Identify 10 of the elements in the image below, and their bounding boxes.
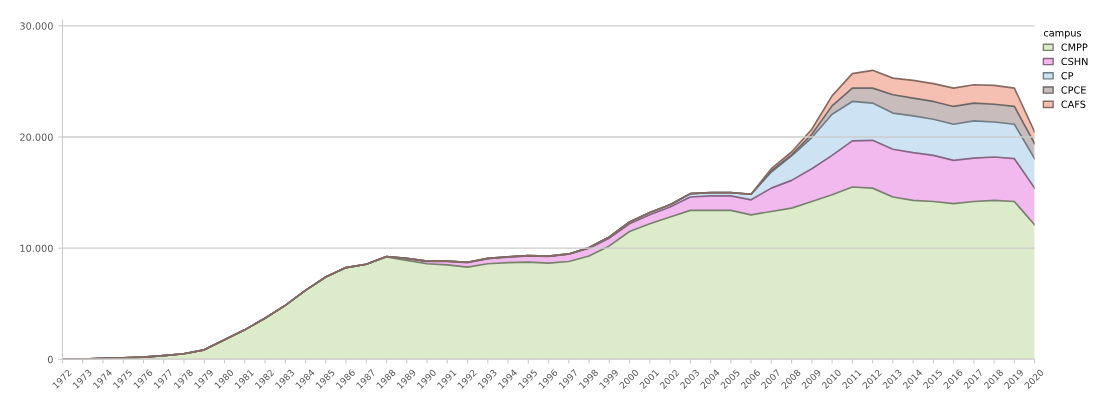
legend-label: CMPP: [1061, 43, 1088, 51]
y-tick-label: 10.000: [20, 244, 53, 252]
y-tick-label: 20.000: [20, 133, 53, 141]
legend-title: campus: [1043, 30, 1082, 39]
y-tick-label: 0: [47, 355, 53, 364]
legend-label: CAFS: [1061, 100, 1086, 108]
legend-label: CPCE: [1061, 86, 1086, 94]
y-tick-label: 30.000: [20, 22, 53, 30]
legend-label: CP: [1061, 72, 1074, 80]
legend-label: CSHN: [1061, 57, 1088, 66]
